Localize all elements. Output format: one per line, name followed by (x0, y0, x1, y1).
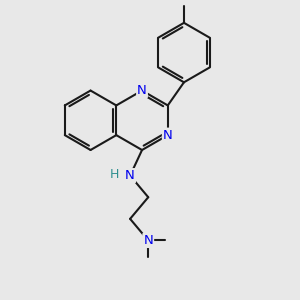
Text: N: N (143, 234, 153, 247)
Text: N: N (125, 169, 135, 182)
Text: N: N (163, 129, 173, 142)
Text: H: H (110, 168, 119, 181)
Text: N: N (137, 84, 147, 97)
